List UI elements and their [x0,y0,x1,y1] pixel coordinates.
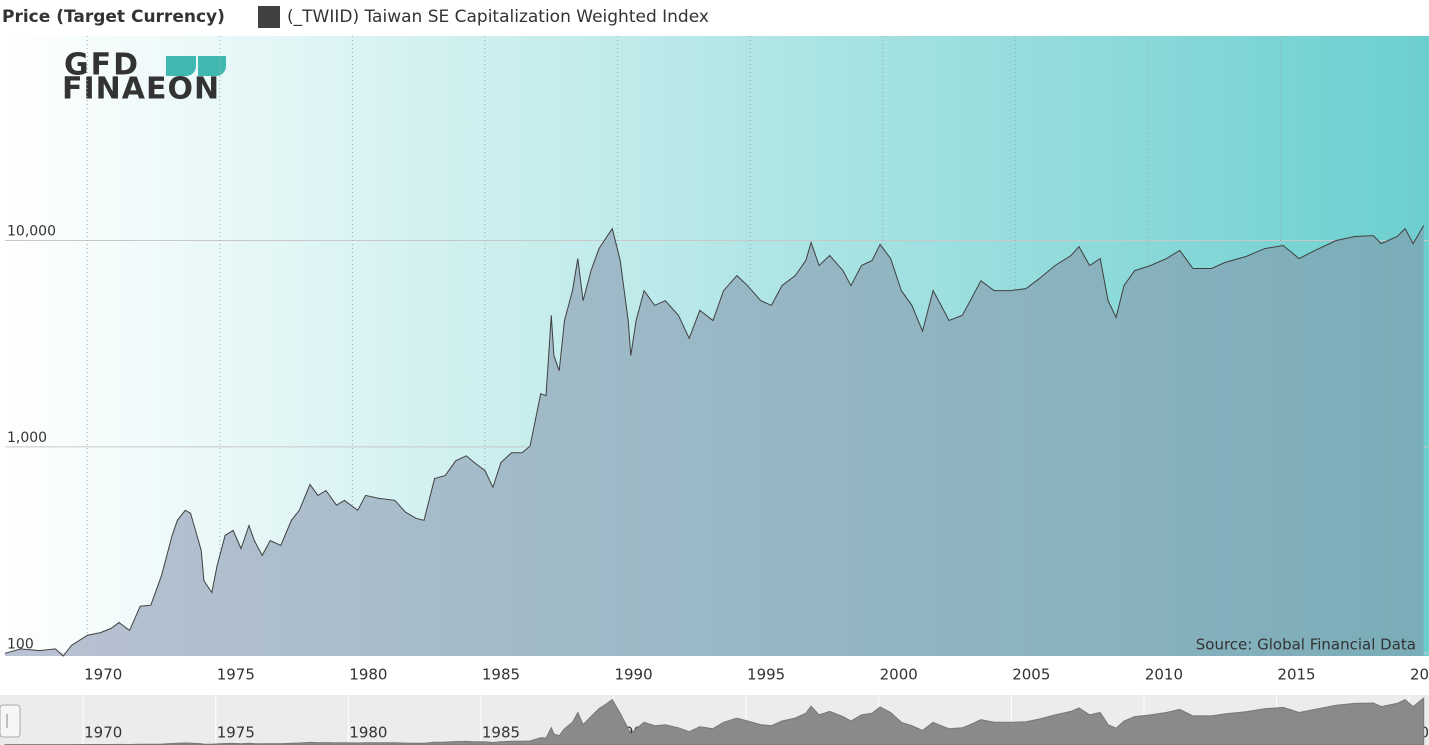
logo-top: GFD [64,48,140,83]
navigator-tick-label: 1975 [217,724,255,742]
x-tick-label: 1970 [84,666,122,684]
x-tick-label: 1995 [747,666,785,684]
x-tick-label: 1975 [217,666,255,684]
x-tick-label: 1980 [349,666,387,684]
logo-leaf [166,56,226,76]
navigator-handle[interactable] [0,704,21,738]
logo-bottom: FINAEON [62,72,220,107]
navigator-tick-label: 1980 [349,724,387,742]
x-tick-label: 2020 [1410,666,1429,684]
x-tick-label: 2010 [1145,666,1183,684]
area-fill [5,225,1424,656]
x-tick-label: 1990 [614,666,652,684]
legend-swatch [258,6,280,28]
navigator-area [4,696,1425,745]
chart-title: Price (Target Currency) [2,7,225,27]
x-tick-label: 2015 [1277,666,1315,684]
y-tick-label: 10,000 [7,224,56,240]
series-line [4,225,1425,657]
x-tick-label: 2005 [1012,666,1050,684]
legend-label[interactable]: (_TWIID) Taiwan SE Capitalization Weight… [287,7,709,27]
navigator-tick-label: 1985 [482,724,520,742]
y-tick-label: 1,000 [7,430,47,446]
y-tick-label: 100 [7,636,34,652]
x-tick-label: 2000 [880,666,918,684]
x-tick-label: 1985 [482,666,520,684]
source-note: Source: Global Financial Data [1196,636,1416,654]
navigator-tick-label: 1970 [84,724,122,742]
logo: GFD FINAEON [62,48,226,107]
